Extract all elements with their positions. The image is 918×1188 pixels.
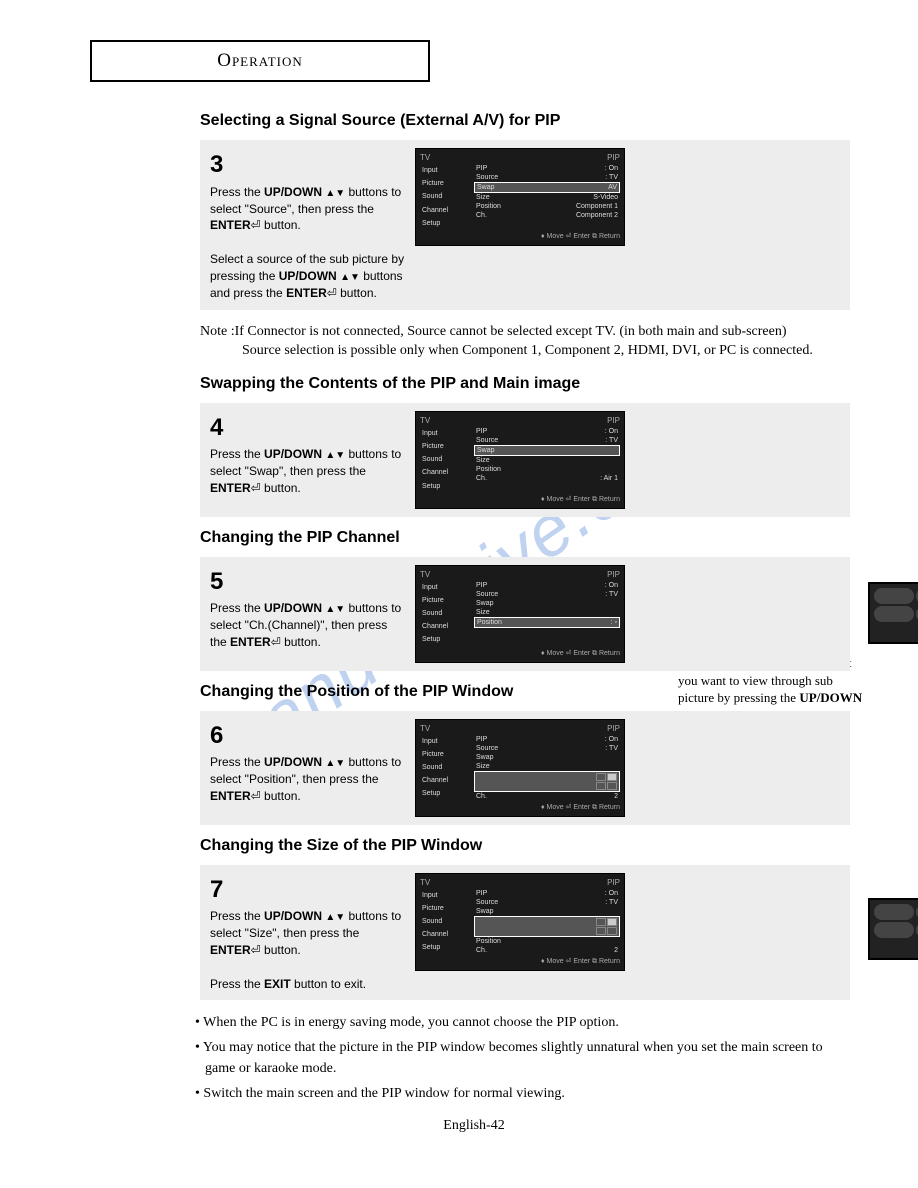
- step-instructions: Press the UP/DOWN ▲▼ buttons to select "…: [210, 184, 405, 302]
- note-text: Note :If Connector is not connected, Sou…: [200, 322, 850, 361]
- step-number: 5: [210, 565, 405, 599]
- step-instructions: Press the UP/DOWN ▲▼ buttons to select "…: [210, 446, 405, 497]
- step-number: 6: [210, 719, 405, 753]
- step-block: 4 Press the UP/DOWN ▲▼ buttons to select…: [200, 403, 850, 517]
- remote-control-image: [868, 582, 918, 644]
- page-number: English-42: [90, 1118, 858, 1134]
- osd-screenshot: TVPIP InputPictureSoundChannelSetup PIP:…: [415, 719, 625, 817]
- bullet-item: You may notice that the picture in the P…: [195, 1037, 850, 1079]
- step-instructions: Press the UP/DOWN ▲▼ buttons to select "…: [210, 754, 405, 805]
- step-block: 6 Press the UP/DOWN ▲▼ buttons to select…: [200, 711, 850, 825]
- step-number: 7: [210, 873, 405, 907]
- subsection-title: Selecting a Signal Source (External A/V)…: [200, 112, 850, 130]
- remote-control-image: [868, 898, 918, 960]
- subsection-title: Changing the Position of the PIP Window: [200, 683, 850, 701]
- step-instructions: Press the UP/DOWN ▲▼ buttons to select "…: [210, 908, 405, 992]
- osd-screenshot: TVPIP InputPictureSoundChannelSetup PIP:…: [415, 411, 625, 509]
- osd-screenshot: TVPIP InputPictureSoundChannelSetup PIP:…: [415, 873, 625, 971]
- bullet-item: When the PC is in energy saving mode, yo…: [195, 1012, 850, 1033]
- subsection-title: Changing the PIP Channel: [200, 529, 850, 547]
- bullet-item: Switch the main screen and the PIP windo…: [195, 1083, 850, 1104]
- step-block: 7 Press the UP/DOWN ▲▼ buttons to select…: [200, 865, 850, 1001]
- section-header-box: Operation: [90, 40, 430, 82]
- osd-screenshot: TVPIP InputPictureSoundChannelSetup PIP:…: [415, 565, 625, 663]
- section-header: Operation: [112, 50, 408, 72]
- subsection-title: Changing the Size of the PIP Window: [200, 837, 850, 855]
- step-block: 3 Press the UP/DOWN ▲▼ buttons to select…: [200, 140, 850, 310]
- subsection-title: Swapping the Contents of the PIP and Mai…: [200, 375, 850, 393]
- step-number: 3: [210, 148, 405, 182]
- step-instructions: Press the UP/DOWN ▲▼ buttons to select "…: [210, 600, 405, 651]
- bullet-list: When the PC is in energy saving mode, yo…: [195, 1012, 850, 1104]
- step-number: 4: [210, 411, 405, 445]
- step-block: 5 Press the UP/DOWN ▲▼ buttons to select…: [200, 557, 850, 671]
- osd-screenshot: TVPIP InputPictureSoundChannelSetup PIP:…: [415, 148, 625, 246]
